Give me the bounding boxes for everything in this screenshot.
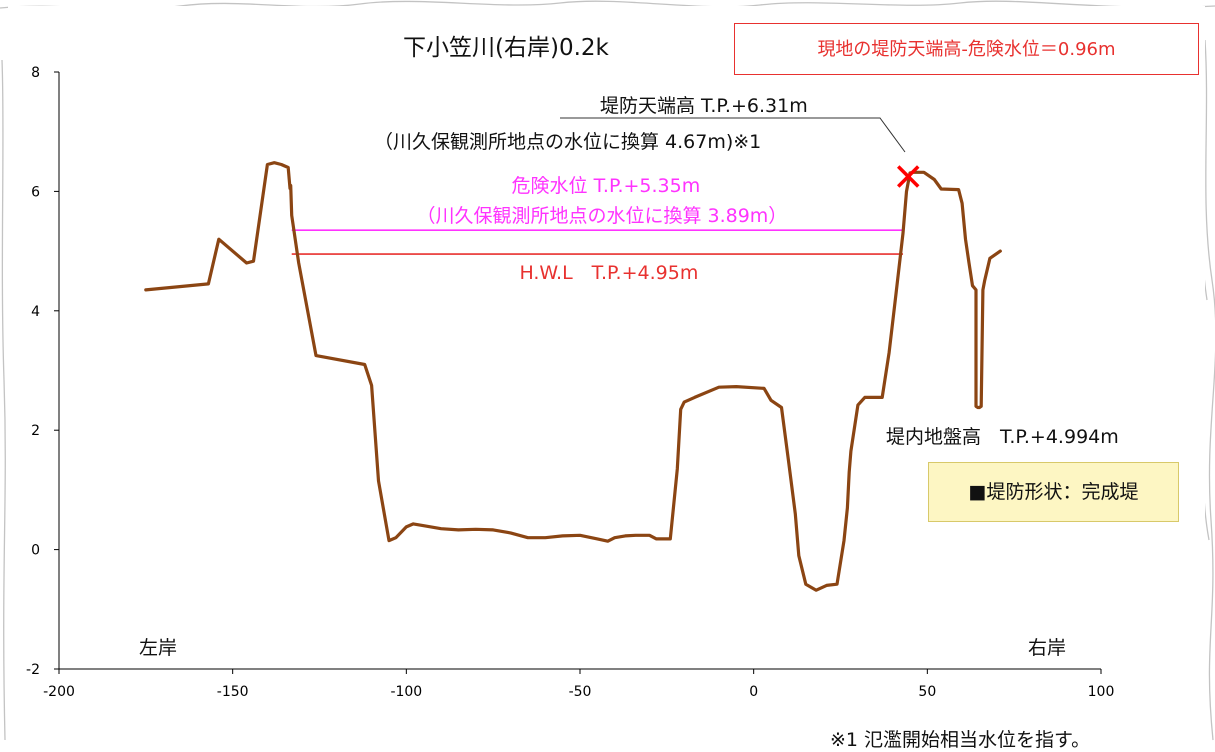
ground-height-label: 堤内地盤高 T.P.+4.994m	[886, 426, 1119, 448]
x-tick-label: 50	[918, 684, 936, 700]
chart-card: -2 0 2 4 6 8 -200 -150 -100 -50 0 50 100 危険水位 T.P.+5…	[8, 6, 1205, 751]
bank-top-leader	[560, 117, 906, 153]
x-tick-label: 0	[749, 684, 758, 700]
cross-section-line	[144, 161, 1002, 592]
y-tick-label: 8	[31, 65, 40, 81]
footnote: ※1 氾濫開始相当水位を指す。	[830, 729, 1091, 751]
right-bank-label: 右岸	[1028, 637, 1066, 659]
y-tick-label: 0	[31, 543, 40, 559]
y-tick-label: 6	[31, 184, 40, 200]
x-tick-label: -200	[43, 684, 75, 700]
bank-top-marker	[896, 165, 920, 188]
y-tick-label: 2	[31, 423, 40, 439]
x-tick-label: -100	[390, 684, 422, 700]
chart-title: 下小笠川(右岸)0.2k	[403, 35, 609, 61]
chart-plot: -2 0 2 4 6 8 -200 -150 -100 -50 0 50 100 危険水位 T.P.+5…	[26, 65, 1119, 700]
levee-shape-note: ■堤防形状：完成堤	[928, 462, 1179, 522]
danger-water-level-label: 危険水位 T.P.+5.35m	[512, 175, 701, 197]
headline-difference-box: 現地の堤防天端高-危険水位＝0.96m	[734, 23, 1199, 75]
bank-top-sublabel: （川久保観測所地点の水位に換算 4.67m)※1	[374, 131, 761, 153]
left-bank-label: 左岸	[139, 637, 177, 659]
x-tick-label: -50	[569, 684, 592, 700]
bank-top-label: 堤防天端高 T.P.+6.31m	[600, 95, 808, 117]
hwl-label: H.W.L T.P.+4.95m	[519, 262, 698, 284]
x-tick-label: -150	[217, 684, 249, 700]
x-tick-label: 100	[1088, 684, 1115, 700]
y-tick-label: 4	[31, 304, 40, 320]
danger-water-level-sublabel: （川久保観測所地点の水位に換算 3.89m）	[416, 205, 787, 227]
y-tick-label: -2	[26, 662, 40, 678]
